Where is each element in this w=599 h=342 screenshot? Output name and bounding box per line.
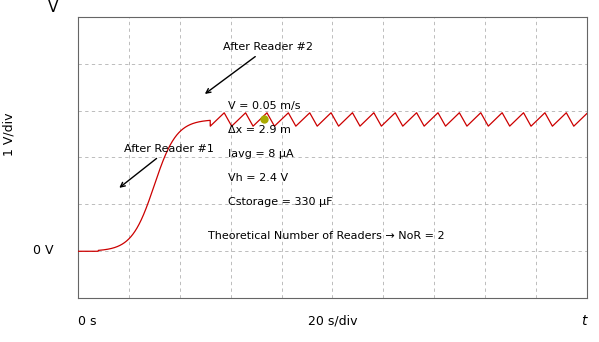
Text: V = 0.05 m/s: V = 0.05 m/s — [228, 101, 301, 111]
Text: Δx = 2.9 m: Δx = 2.9 m — [228, 125, 291, 135]
Text: t: t — [582, 315, 587, 328]
Text: 0 s: 0 s — [78, 315, 96, 328]
Text: After Reader #2: After Reader #2 — [206, 42, 313, 93]
Text: Theoretical Number of Readers → NoR = 2: Theoretical Number of Readers → NoR = 2 — [208, 231, 444, 241]
Text: 20 s/div: 20 s/div — [308, 315, 357, 328]
Text: 0 V: 0 V — [33, 244, 53, 257]
Text: Vh = 2.4 V: Vh = 2.4 V — [228, 173, 288, 183]
Text: Iavg = 8 μA: Iavg = 8 μA — [228, 149, 294, 159]
Text: After Reader #1: After Reader #1 — [120, 144, 214, 187]
Text: Cstorage = 330 μF: Cstorage = 330 μF — [228, 197, 332, 207]
Text: V: V — [48, 0, 58, 15]
Text: 1 V/div: 1 V/div — [2, 112, 16, 156]
